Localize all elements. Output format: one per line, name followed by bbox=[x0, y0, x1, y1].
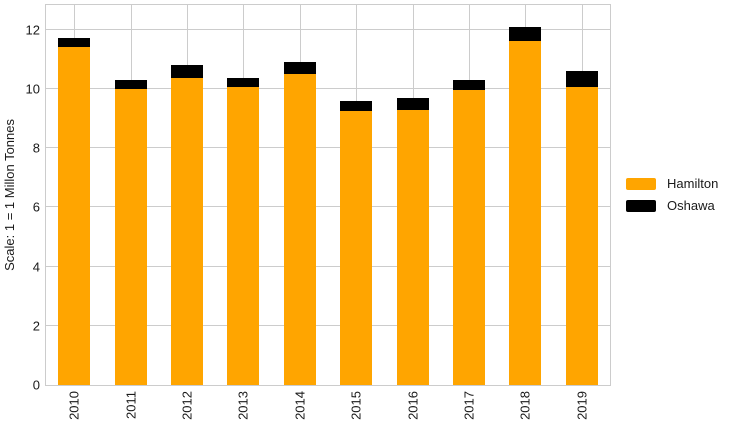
x-tick-label-2010: 2010 bbox=[66, 391, 82, 420]
x-tick-label-2016: 2016 bbox=[405, 391, 421, 420]
bar-2019-oshawa bbox=[565, 71, 598, 88]
bar-2013-oshawa bbox=[227, 78, 260, 88]
gridline-y-8 bbox=[46, 147, 610, 149]
gridline-y-6 bbox=[46, 206, 610, 208]
bar-2016-hamilton bbox=[396, 109, 429, 385]
bar-2013-hamilton bbox=[227, 87, 260, 385]
gridline-y-12 bbox=[46, 28, 610, 30]
y-tick-label-2: 2 bbox=[32, 318, 40, 334]
bar-2018-hamilton bbox=[509, 41, 542, 385]
bar-2011-oshawa bbox=[114, 79, 147, 89]
bar-2018-oshawa bbox=[509, 26, 542, 42]
x-tick-label-2013: 2013 bbox=[235, 391, 251, 420]
bar-2012-oshawa bbox=[171, 65, 203, 79]
gridline-y-10 bbox=[46, 87, 610, 89]
y-axis-ticks: 0 2 4 6 8 10 12 bbox=[0, 0, 40, 433]
x-tick-label-2011: 2011 bbox=[123, 391, 139, 419]
y-tick-label-6: 6 bbox=[32, 199, 40, 215]
y-tick-label-10: 10 bbox=[25, 81, 40, 97]
oshawa-legend-swatch bbox=[626, 199, 656, 212]
x-tick-label-2014: 2014 bbox=[292, 391, 308, 420]
legend-label-oshawa: Oshawa bbox=[667, 198, 715, 213]
y-tick-label-4: 4 bbox=[32, 259, 40, 275]
x-tick-label-2019: 2019 bbox=[574, 391, 590, 420]
gridline-y-2 bbox=[46, 324, 610, 326]
bar-2015-oshawa bbox=[340, 100, 373, 112]
bar-2019-hamilton bbox=[565, 87, 598, 385]
x-tick-label-2018: 2018 bbox=[517, 391, 533, 420]
legend-item-oshawa: Oshawa bbox=[626, 199, 718, 212]
bar-2014-hamilton bbox=[283, 74, 316, 385]
y-tick-label-12: 12 bbox=[25, 22, 40, 38]
bar-2014-oshawa bbox=[283, 62, 316, 75]
bar-2010-hamilton bbox=[58, 47, 91, 385]
bar-2011-hamilton bbox=[114, 88, 147, 385]
gridline-y-4 bbox=[46, 265, 610, 267]
bar-2012-hamilton bbox=[171, 78, 203, 385]
y-tick-label-8: 8 bbox=[32, 140, 40, 156]
bar-2017-hamilton bbox=[453, 90, 485, 385]
bar-2017-oshawa bbox=[453, 79, 485, 91]
y-tick-label-0: 0 bbox=[32, 377, 40, 393]
legend-item-hamilton: Hamilton bbox=[626, 177, 718, 190]
plot-area bbox=[45, 4, 611, 386]
bar-2010-oshawa bbox=[58, 38, 91, 48]
legend-label-hamilton: Hamilton bbox=[667, 176, 719, 191]
x-tick-label-2017: 2017 bbox=[461, 391, 477, 420]
legend: Hamilton Oshawa bbox=[626, 177, 718, 212]
bar-2016-oshawa bbox=[396, 97, 429, 110]
x-tick-label-2012: 2012 bbox=[179, 391, 195, 420]
bar-2015-hamilton bbox=[340, 111, 373, 385]
x-tick-label-2015: 2015 bbox=[348, 391, 364, 420]
hamilton-legend-swatch bbox=[626, 177, 656, 190]
